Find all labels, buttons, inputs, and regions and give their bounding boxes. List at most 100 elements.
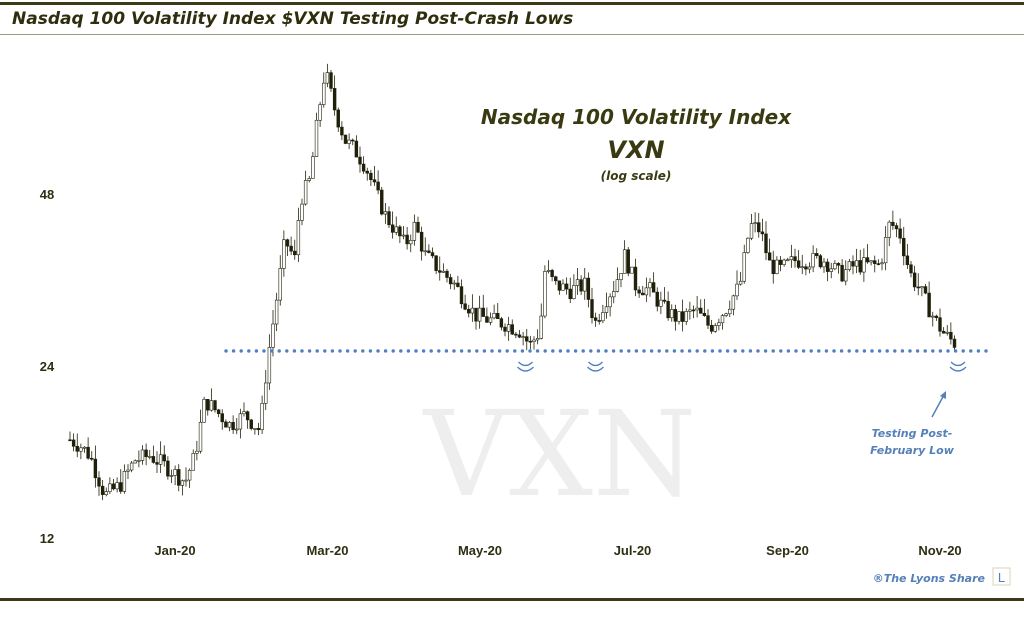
support-dot [353,349,357,353]
candle-up [880,262,884,265]
support-dot [307,349,312,353]
candle-down [579,279,583,292]
support-dot [710,349,715,353]
candle-up [742,252,746,282]
candle-down [398,226,402,237]
candle-up [282,239,286,269]
support-dot [383,349,388,353]
candle-up [169,475,174,477]
support-dot [847,349,851,353]
candle-down [467,308,471,314]
candle-down [626,249,630,274]
candle-up [129,462,134,471]
candle-down [354,140,359,158]
candle-down [459,286,464,305]
candle-up [271,323,275,348]
candle-down [369,172,373,180]
candle-down [155,462,159,465]
candle-down [905,255,910,266]
candle-up [749,223,754,239]
support-dot [619,349,623,353]
candle-down [387,211,391,226]
support-dot [649,349,654,353]
support-dot [870,349,874,353]
candle-down [365,170,369,174]
support-dot [779,349,783,353]
support-dot [345,349,350,353]
x-tick-label: Jul-20 [614,543,652,558]
support-dot [953,349,958,353]
candle-up [546,270,551,272]
support-dot [429,349,433,353]
candle-down [680,311,685,322]
support-dot [467,349,471,353]
candle-up [543,271,547,317]
candle-down [496,313,500,319]
candle-up [532,339,536,343]
candle-down [691,309,696,312]
candle-down [771,259,775,275]
watermark: VXN [422,385,696,523]
candle-down [474,307,478,322]
support-dot [741,349,745,353]
candle-down [510,324,514,335]
candle-down [448,277,453,285]
support-dot [756,349,760,353]
x-tick-label: Nov-20 [918,543,961,558]
candle-up [235,428,239,431]
support-dot [611,349,616,353]
support-dot [573,349,578,353]
support-dot [475,349,479,353]
candle-down [343,134,348,144]
candle-down [329,72,333,89]
support-dot [459,349,464,353]
candle-up [184,479,188,482]
candle-down [909,264,913,274]
support-dot [961,349,965,353]
candle-down [336,109,340,128]
candle-down [528,340,533,343]
candle-up [622,249,627,274]
candle-up [735,283,739,297]
support-dot [368,349,373,353]
candle-up [115,482,119,490]
candle-up [238,413,243,430]
support-dot [817,349,821,353]
support-dot [733,349,737,353]
candle-up [713,325,717,332]
candle-down [709,324,714,332]
candle-up [572,285,576,299]
candle-down [100,485,105,495]
bottom-border [0,598,1024,601]
candle-down [249,419,253,429]
x-axis: Jan-20 Mar-20 May-20 Jul-20 Sep-20 Nov-20 [154,543,961,558]
support-dot [535,349,540,353]
support-dot [809,349,813,353]
support-dot [437,349,441,353]
support-dot [399,349,403,353]
support-dot [520,349,525,353]
candle-up [746,237,750,253]
candle-down [332,88,337,111]
candle-up [264,382,268,404]
support-dot [558,349,563,353]
candle-up [227,422,232,428]
candle-up [920,286,924,289]
chart-title: Nasdaq 100 Volatility Index [481,105,792,129]
candle-up [608,296,612,308]
support-dot [239,349,243,353]
title-divider [0,34,1024,35]
candle-down [419,231,424,252]
candle-down [289,245,293,252]
candle-down [557,280,562,291]
candle-down [256,428,261,431]
support-dot [680,349,684,353]
candle-up [423,250,427,253]
candle-up [854,260,859,267]
support-dot [855,349,859,353]
candle-up [108,483,112,492]
candle-up [829,268,833,272]
candle-down [593,317,598,321]
support-dot [566,349,570,353]
candle-down [75,445,79,452]
